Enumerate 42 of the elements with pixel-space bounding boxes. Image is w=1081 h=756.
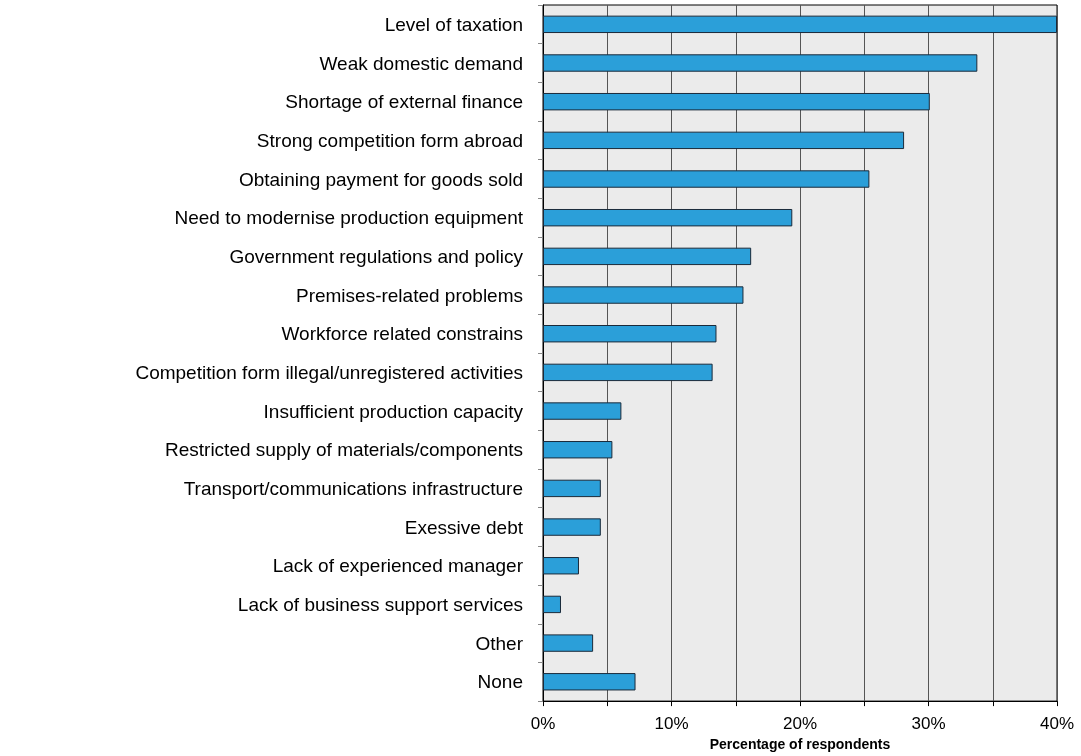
y-tick-label: Premises-related problems [295, 284, 523, 306]
y-tick-label: Weak domestic demand [319, 52, 523, 74]
bar [543, 209, 793, 227]
y-tick-label: Government regulations and policy [229, 245, 524, 267]
y-tick-label: Shortage of external finance [285, 91, 523, 113]
y-tick-label: Obtaining payment for goods sold [238, 168, 523, 190]
bar [543, 595, 561, 614]
bar [543, 634, 594, 652]
y-tick-label: Lack of business support services [237, 593, 523, 615]
y-tick-label: Workforce related constrains [281, 323, 523, 345]
y-tick-label: Need to modernise production equipment [174, 207, 524, 229]
y-tick-label: Strong competition form abroad [256, 129, 523, 151]
x-tick-label: 10% [654, 714, 689, 734]
bar [543, 479, 601, 498]
x-tick-label: 30% [911, 714, 946, 734]
bar [543, 557, 579, 575]
x-axis-title: Percentage of respondents [709, 736, 891, 752]
bar [543, 286, 744, 304]
y-tick-label: Other [475, 632, 524, 654]
bar [543, 402, 622, 420]
y-tick-label: Level of taxation [384, 13, 523, 35]
y-tick-label: Restricted supply of materials/components [165, 439, 523, 461]
bar [543, 15, 1057, 34]
bar [543, 441, 613, 459]
x-tick-label: 40% [1039, 714, 1075, 734]
y-tick-label: Competition form illegal/unregistered activities [135, 361, 523, 383]
bar [543, 131, 905, 150]
bar [543, 247, 752, 266]
bar [543, 673, 636, 691]
y-tick-label: Lack of experienced manager [272, 555, 524, 577]
bar [543, 54, 978, 72]
y-tick-label: Insufficient production capacity [263, 400, 524, 422]
y-tick-label: Transport/communications infrastructure [183, 477, 523, 499]
y-tick-label: Exessive debt [404, 516, 524, 538]
bar [543, 92, 930, 111]
x-tick-label: 0% [530, 714, 556, 734]
bar [543, 518, 601, 536]
bar [543, 170, 870, 188]
x-tick-label: 20% [782, 714, 818, 734]
y-tick-label: None [477, 671, 523, 693]
bar [543, 325, 717, 343]
bar [543, 363, 713, 382]
